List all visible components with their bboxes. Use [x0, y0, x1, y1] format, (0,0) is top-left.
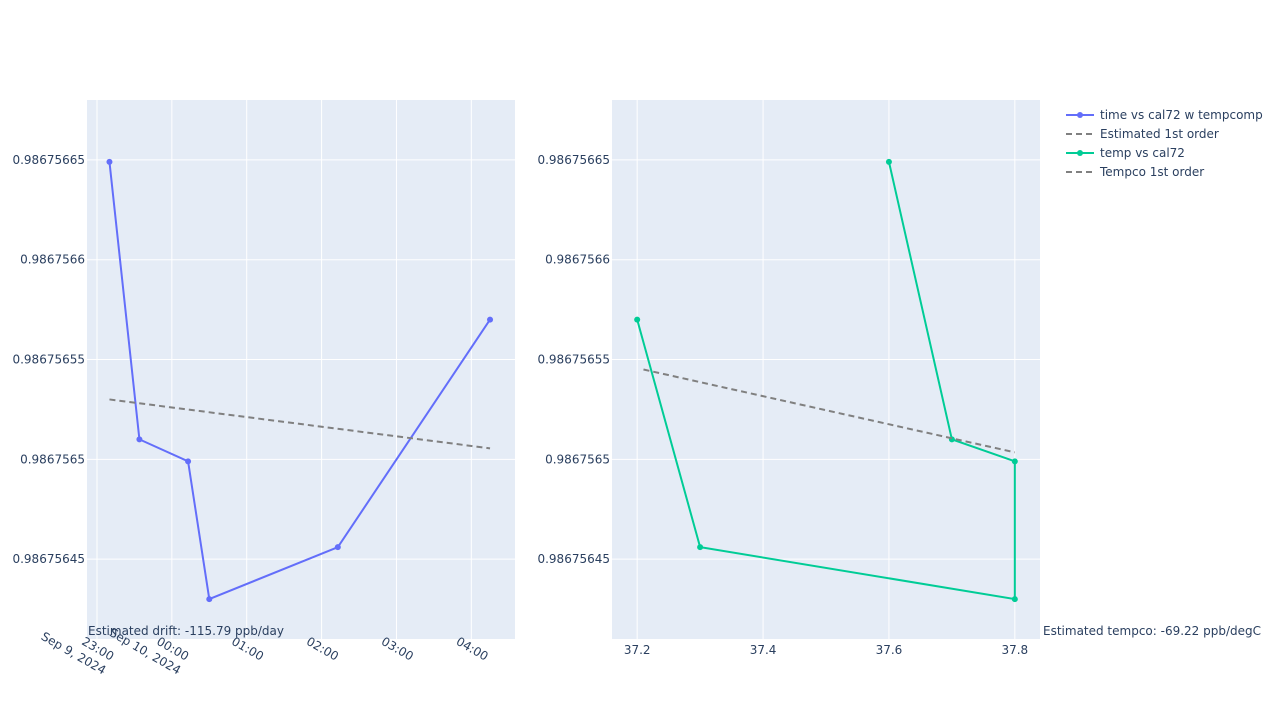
- tempco-annotation: Estimated tempco: -69.22 ppb/degC: [1043, 624, 1261, 638]
- series-line: [636, 161, 1016, 601]
- y-tick-label: 0.9867566: [20, 253, 85, 267]
- series-line: [108, 161, 491, 601]
- data-point[interactable]: [136, 436, 143, 443]
- drift-annotation: Estimated drift: -115.79 ppb/day: [88, 624, 284, 638]
- legend-item[interactable]: Tempco 1st order: [1066, 165, 1204, 179]
- legend-item[interactable]: Estimated 1st order: [1066, 127, 1219, 141]
- legend-label: Tempco 1st order: [1099, 165, 1204, 179]
- y-tick-label: 0.98675655: [537, 353, 610, 367]
- fit-line: [643, 368, 1016, 454]
- grid-left: [87, 100, 515, 639]
- y-tick-label: 0.98675655: [12, 353, 85, 367]
- legend-marker: [1077, 112, 1083, 118]
- data-point[interactable]: [1011, 458, 1018, 465]
- x-tick-label: 37.8: [1001, 643, 1028, 657]
- x-tick-label: 37.4: [750, 643, 777, 657]
- plot-background-right: [612, 100, 1040, 639]
- data-point[interactable]: [206, 596, 213, 603]
- y-tick-label: 0.98675665: [537, 153, 610, 167]
- fit-line: [109, 398, 491, 450]
- series-left: [106, 158, 494, 603]
- x-tick-label: 37.6: [876, 643, 903, 657]
- y-tick-label: 0.9867566: [545, 253, 610, 267]
- legend-label: Estimated 1st order: [1100, 127, 1219, 141]
- legend: time vs cal72 w tempcomp Estimated 1st o…: [1066, 108, 1263, 179]
- y-tick-label: 0.98675645: [537, 552, 610, 566]
- axes-right: 0.98675645 0.9867565 0.98675655 0.9867566 0.…: [537, 153, 1028, 657]
- y-tick-label: 0.98675665: [12, 153, 85, 167]
- y-tick-label: 0.9867565: [20, 452, 85, 466]
- legend-item[interactable]: time vs cal72 w tempcomp: [1066, 108, 1263, 122]
- legend-item[interactable]: temp vs cal72: [1066, 146, 1185, 160]
- data-point[interactable]: [885, 158, 892, 165]
- data-point[interactable]: [634, 316, 641, 323]
- plot-background-left: [87, 100, 515, 639]
- data-point[interactable]: [185, 458, 192, 465]
- grid-right: [612, 100, 1040, 639]
- data-point[interactable]: [1011, 596, 1018, 603]
- legend-label: time vs cal72 w tempcomp: [1100, 108, 1263, 122]
- series-right: [634, 158, 1018, 603]
- y-tick-label: 0.98675645: [12, 552, 85, 566]
- x-tick-label: 37.2: [624, 643, 651, 657]
- data-point[interactable]: [697, 544, 704, 551]
- legend-marker: [1077, 150, 1083, 156]
- y-tick-label: 0.9867565: [545, 452, 610, 466]
- data-point[interactable]: [334, 544, 341, 551]
- legend-label: temp vs cal72: [1100, 146, 1185, 160]
- data-point[interactable]: [487, 316, 494, 323]
- data-point[interactable]: [106, 158, 113, 165]
